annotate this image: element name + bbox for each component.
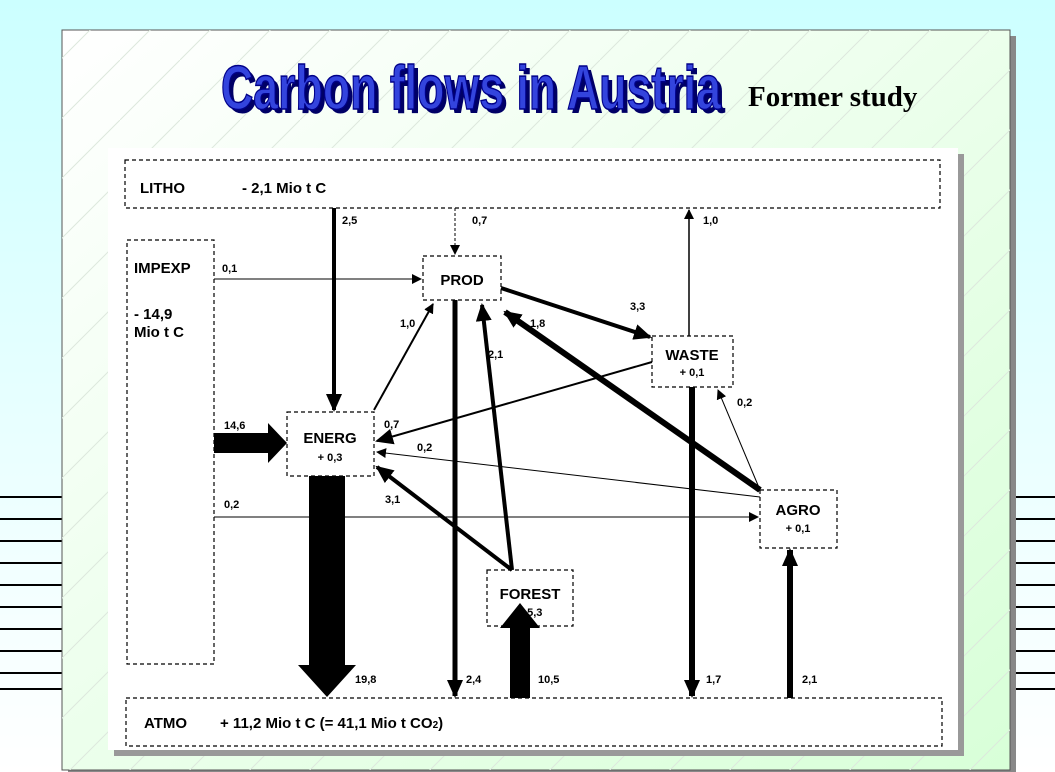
box-value: + 11,2 Mio t C (= 41,1 Mio t CO2) [220,715,443,732]
box-label: ENERG [303,430,356,447]
flow-label: 14,6 [224,420,245,432]
box-label: WASTE [665,347,718,364]
flow-label: 19,8 [355,674,376,686]
box-value: + 0,1 [680,367,705,379]
text-part: ) [438,715,443,732]
flow-label: 2,1 [802,674,817,686]
flow-label: 1,8 [530,318,545,330]
box-label: LITHO [140,180,185,197]
boxes [124,159,943,747]
flow-label: 2,5 [342,215,357,227]
box-label: AGRO [776,502,821,519]
box-value: + 0,1 [786,523,811,535]
box-value: + 0,3 [318,452,343,464]
flow-label: 2,4 [466,674,482,686]
box-value: - 14,9 [134,306,172,323]
box-value: - 2,1 Mio t C [242,180,326,197]
flow-label: 1,7 [706,674,721,686]
title: Carbon flows in Austria [221,54,721,123]
flow-label: 0,2 [737,397,752,409]
text-part: + 11,2 Mio t C (= 41,1 Mio t CO [220,715,433,732]
box-label: IMPEXP [134,260,191,277]
box-label: PROD [440,272,484,289]
flow-label: 0,7 [384,419,399,431]
box-label: ATMO [144,715,187,732]
flow-label: 2,1 [488,349,503,361]
title-shadow: Carbon flows in Austria [225,58,725,127]
flow-label: 1,0 [400,318,415,330]
flow-labels: 2,5 0,7 1,0 0,1 3,3 1,0 1,8 2,1 0,7 0,2 … [222,215,817,686]
stripes [0,496,1055,690]
subtitle: Former study [748,81,918,113]
flow-label: 0,1 [222,263,237,275]
flow-label: 3,1 [385,494,400,506]
flow-label: 0,2 [224,499,239,511]
flow-label: 1,0 [703,215,718,227]
box-label: FOREST [500,586,561,603]
flow-label: 0,2 [417,442,432,454]
box-value: + 5,3 [518,607,543,619]
flow-label: 0,7 [472,215,487,227]
box-value: Mio t C [134,324,184,341]
flow-label: 3,3 [630,301,645,313]
subscript: 2 [433,720,439,731]
flow-label: 10,5 [538,674,559,686]
arrows [214,208,798,698]
